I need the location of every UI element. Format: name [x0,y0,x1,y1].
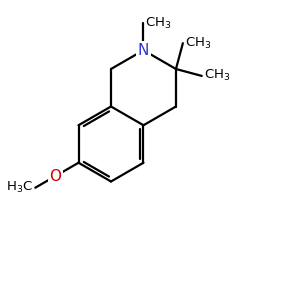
Text: CH$_3$: CH$_3$ [204,68,230,83]
Text: CH$_3$: CH$_3$ [145,16,171,31]
Text: CH$_3$: CH$_3$ [185,36,211,51]
Text: H$_3$C: H$_3$C [6,180,33,195]
Text: O: O [49,169,61,184]
Text: N: N [138,43,149,58]
